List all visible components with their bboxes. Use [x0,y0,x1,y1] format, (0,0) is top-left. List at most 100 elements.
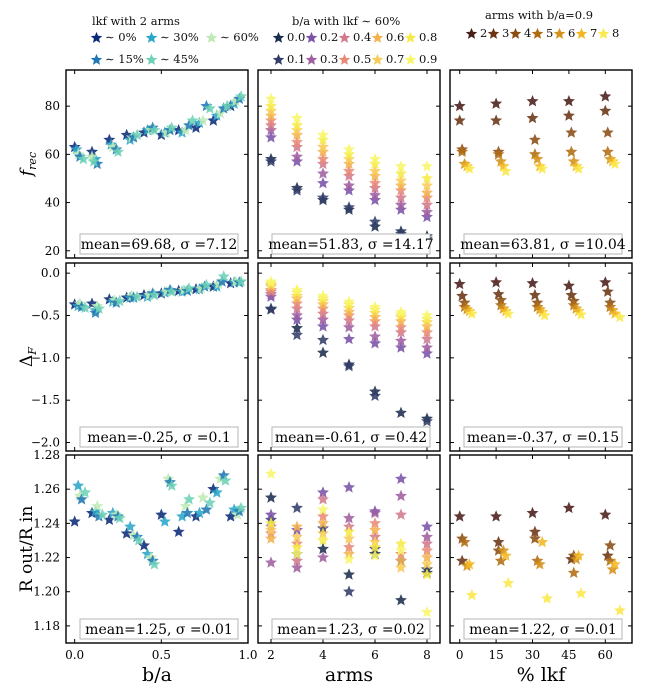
star-marker-icon [404,53,417,65]
y-tick-label: −1.0 [31,351,60,365]
data-point [528,525,541,538]
data-point [155,128,168,141]
data-point [575,587,588,599]
legend-title: lkf with 2 arms [92,14,180,28]
data-point [395,341,407,353]
axes-frame [449,262,633,452]
data-point [369,157,381,170]
x-tick-label: 45 [561,648,576,662]
x-tick-label: 0.0 [65,648,84,662]
data-point [343,552,355,565]
data-point [317,503,329,515]
data-point [369,549,381,561]
data-point [179,499,192,512]
data-point [601,145,614,158]
legend-label: 0.1 [287,52,306,66]
data-point [369,506,381,519]
data-point [369,517,381,529]
data-point [343,157,355,170]
data-point [265,99,277,112]
panel-r0-c2: mean=63.81, σ =10.04 [449,69,633,259]
data-point [343,164,355,177]
data-point [526,277,539,289]
data-point [165,285,178,297]
data-point [533,558,546,570]
stats-box [79,233,239,255]
y-tick-label: 1.22 [33,551,60,565]
data-point [343,525,355,538]
data-point [395,203,407,215]
data-point [291,119,303,131]
data-point [265,523,277,536]
legend-entry: 2 [465,26,487,40]
data-point [453,277,466,290]
data-point [538,309,551,321]
data-point [421,520,433,532]
data-point [421,341,433,353]
data-point [421,186,433,199]
data-point [421,320,433,332]
data-point [186,114,199,126]
data-point [369,169,381,182]
axes-frame [449,69,633,259]
star-marker-icon [90,53,103,65]
data-point [193,116,206,129]
legend-title: b/a with lkf ∼ 60% [292,14,401,28]
data-point [291,302,303,314]
x-tick-label: 8 [423,648,431,662]
data-point [317,517,329,529]
data-point [395,489,407,502]
data-point [138,539,150,551]
legend-label: ∼ 0% [105,30,137,44]
axes-frame [65,262,249,452]
y-tick-label: 60 [45,147,60,161]
data-point [421,568,433,580]
x-tick-label: 2 [267,648,275,662]
stats-annotation: mean=69.68, σ =7.12 [81,237,238,253]
data-point [395,537,407,549]
data-point [317,510,329,522]
data-point [265,92,277,105]
data-point [492,148,505,160]
y-tick-label: 80 [45,99,60,113]
data-point [490,510,503,522]
data-point [77,152,90,165]
data-point [343,585,355,597]
data-point [317,486,329,498]
data-point [606,563,619,575]
data-point [343,295,355,308]
data-point [541,592,554,604]
data-point [229,95,242,107]
star-marker-icon [553,27,566,39]
legend-label: ∼ 30% [160,30,199,44]
data-point [395,191,407,203]
data-point [75,493,88,505]
y-axis-label: ΔF [17,347,39,367]
data-point [395,561,407,573]
data-point [317,527,329,539]
data-point [499,164,512,177]
stats-annotation: mean=-0.25, σ =0.1 [87,430,230,446]
data-point [395,184,407,196]
legend-label: 0.8 [419,30,438,44]
data-point [463,162,476,174]
data-point [291,313,303,325]
data-point [395,406,407,418]
data-point [176,510,189,522]
stats-annotation: mean=1.22, σ =0.01 [469,622,617,638]
data-point [502,307,515,319]
data-point [421,544,433,556]
data-point [212,277,225,290]
legend-label: 7 [590,26,598,40]
star-marker-icon [338,31,351,43]
legend-label: ∼ 60% [220,30,259,44]
data-point [224,510,237,522]
x-axis-label: b/a [142,664,172,686]
data-point [369,193,381,206]
data-point [599,276,612,288]
data-point [599,90,612,102]
data-point [158,515,171,527]
data-point [421,160,433,172]
data-point [395,198,407,211]
data-point [113,294,126,307]
